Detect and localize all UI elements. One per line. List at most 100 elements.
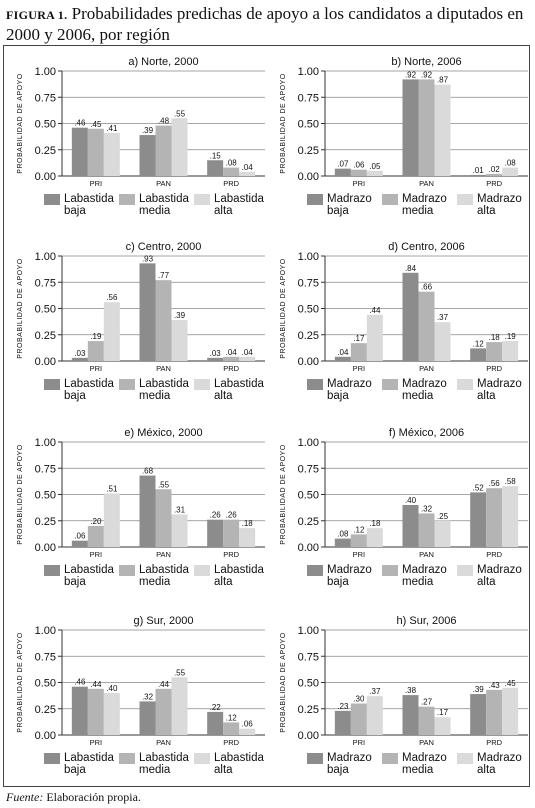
data-label: .56 (489, 479, 501, 488)
data-label: .26 (210, 511, 222, 520)
legend-swatch (194, 194, 210, 205)
legend-swatch (307, 753, 323, 764)
legend-label: alta (214, 764, 233, 776)
bar (402, 695, 419, 735)
data-label: .40 (405, 496, 417, 505)
legend-label: Madrazo (477, 378, 522, 390)
bar (103, 132, 120, 176)
y-tick-label: 0.00 (35, 730, 56, 742)
legend-label: baja (64, 390, 86, 402)
legend-swatch (307, 194, 323, 205)
legend-swatch (44, 194, 60, 205)
x-tick-label: PRD (223, 738, 239, 747)
y-tick-label: 0.75 (298, 651, 319, 663)
legend-swatch (457, 565, 473, 576)
data-label: .66 (421, 283, 433, 292)
chart-title: d) Centro, 2006 (388, 241, 464, 253)
y-tick-label: 0.50 (35, 490, 56, 502)
legend-label: Madrazo (402, 564, 447, 576)
data-label: .92 (405, 70, 417, 79)
x-tick-label: PRI (353, 179, 366, 188)
data-label: .25 (437, 512, 449, 521)
legend-label: alta (214, 576, 233, 588)
y-tick-label: 0.50 (298, 304, 319, 316)
y-tick-label: 0.50 (298, 119, 319, 131)
legend-label: baja (64, 764, 86, 776)
bar (239, 356, 256, 361)
y-tick-label: 0.00 (298, 542, 319, 554)
x-tick-label: PRD (486, 179, 502, 188)
y-tick-label: 0.25 (298, 145, 319, 157)
x-tick-label: PAN (156, 364, 171, 373)
source-text: Elaboración propia. (43, 790, 141, 804)
bar (155, 125, 172, 176)
x-tick-label: PAN (156, 550, 171, 559)
data-label: .03 (210, 349, 222, 358)
y-tick-label: 0.50 (298, 490, 319, 502)
bar (171, 514, 188, 547)
bar (139, 475, 156, 547)
legend-label: Labastida (214, 564, 264, 576)
legend-label: Labastida (64, 193, 114, 205)
bar (171, 118, 188, 176)
legend-swatch (457, 194, 473, 205)
legend-label: media (402, 576, 434, 588)
bar (223, 519, 240, 547)
y-tick-label: 0.25 (298, 516, 319, 528)
data-label: .43 (489, 681, 501, 690)
legend-label: baja (327, 764, 349, 776)
data-label: .26 (226, 511, 238, 520)
data-label: .30 (353, 695, 365, 704)
bar (223, 356, 240, 361)
bar (334, 538, 351, 547)
legend-label: baja (64, 576, 86, 588)
bar (402, 505, 419, 547)
x-tick-label: PRI (90, 364, 103, 373)
chart-title: a) Norte, 2000 (128, 56, 198, 68)
data-label: .08 (337, 530, 349, 539)
x-tick-label: PAN (419, 550, 434, 559)
legend-swatch (382, 565, 398, 576)
data-label: .46 (74, 119, 86, 128)
legend-swatch (457, 379, 473, 390)
chart-title: b) Norte, 2006 (391, 56, 461, 68)
y-tick-label: 1.00 (35, 251, 56, 263)
legend-swatch (44, 379, 60, 390)
legend-label: Madrazo (402, 378, 447, 390)
legend-label: baja (327, 576, 349, 588)
data-label: .04 (337, 348, 349, 357)
legend-swatch (382, 753, 398, 764)
legend-label: Madrazo (327, 378, 372, 390)
bar (239, 728, 256, 735)
data-label: .55 (174, 668, 186, 677)
y-tick-label: 1.00 (35, 625, 56, 637)
legend-swatch (119, 565, 135, 576)
y-tick-label: 0.00 (298, 356, 319, 368)
data-label: .77 (158, 271, 170, 280)
y-axis-label: PROBABILIDAD DE APOYO (280, 258, 287, 358)
bar (502, 486, 519, 547)
y-axis-label: PROBABILIDAD DE APOYO (280, 632, 287, 732)
y-tick-label: 0.75 (298, 463, 319, 475)
data-label: .05 (369, 162, 381, 171)
y-tick-label: 0.00 (298, 730, 319, 742)
bar (334, 356, 351, 361)
legend-swatch (119, 194, 135, 205)
legend-swatch (44, 753, 60, 764)
y-tick-label: 0.75 (35, 463, 56, 475)
data-label: .56 (106, 293, 118, 302)
y-tick-label: 0.50 (35, 119, 56, 131)
legend-label: alta (214, 390, 233, 402)
y-tick-label: 1.00 (298, 437, 319, 449)
legend-label: Madrazo (477, 193, 522, 205)
legend-swatch (119, 753, 135, 764)
data-label: .44 (90, 680, 102, 689)
bar (486, 173, 503, 176)
x-tick-label: PRI (90, 179, 103, 188)
bar (155, 280, 172, 361)
bar (502, 687, 519, 735)
legend-label: media (402, 390, 434, 402)
legend-swatch (194, 379, 210, 390)
bar (434, 520, 451, 547)
y-axis-label: PROBABILIDAD DE APOYO (280, 73, 287, 173)
